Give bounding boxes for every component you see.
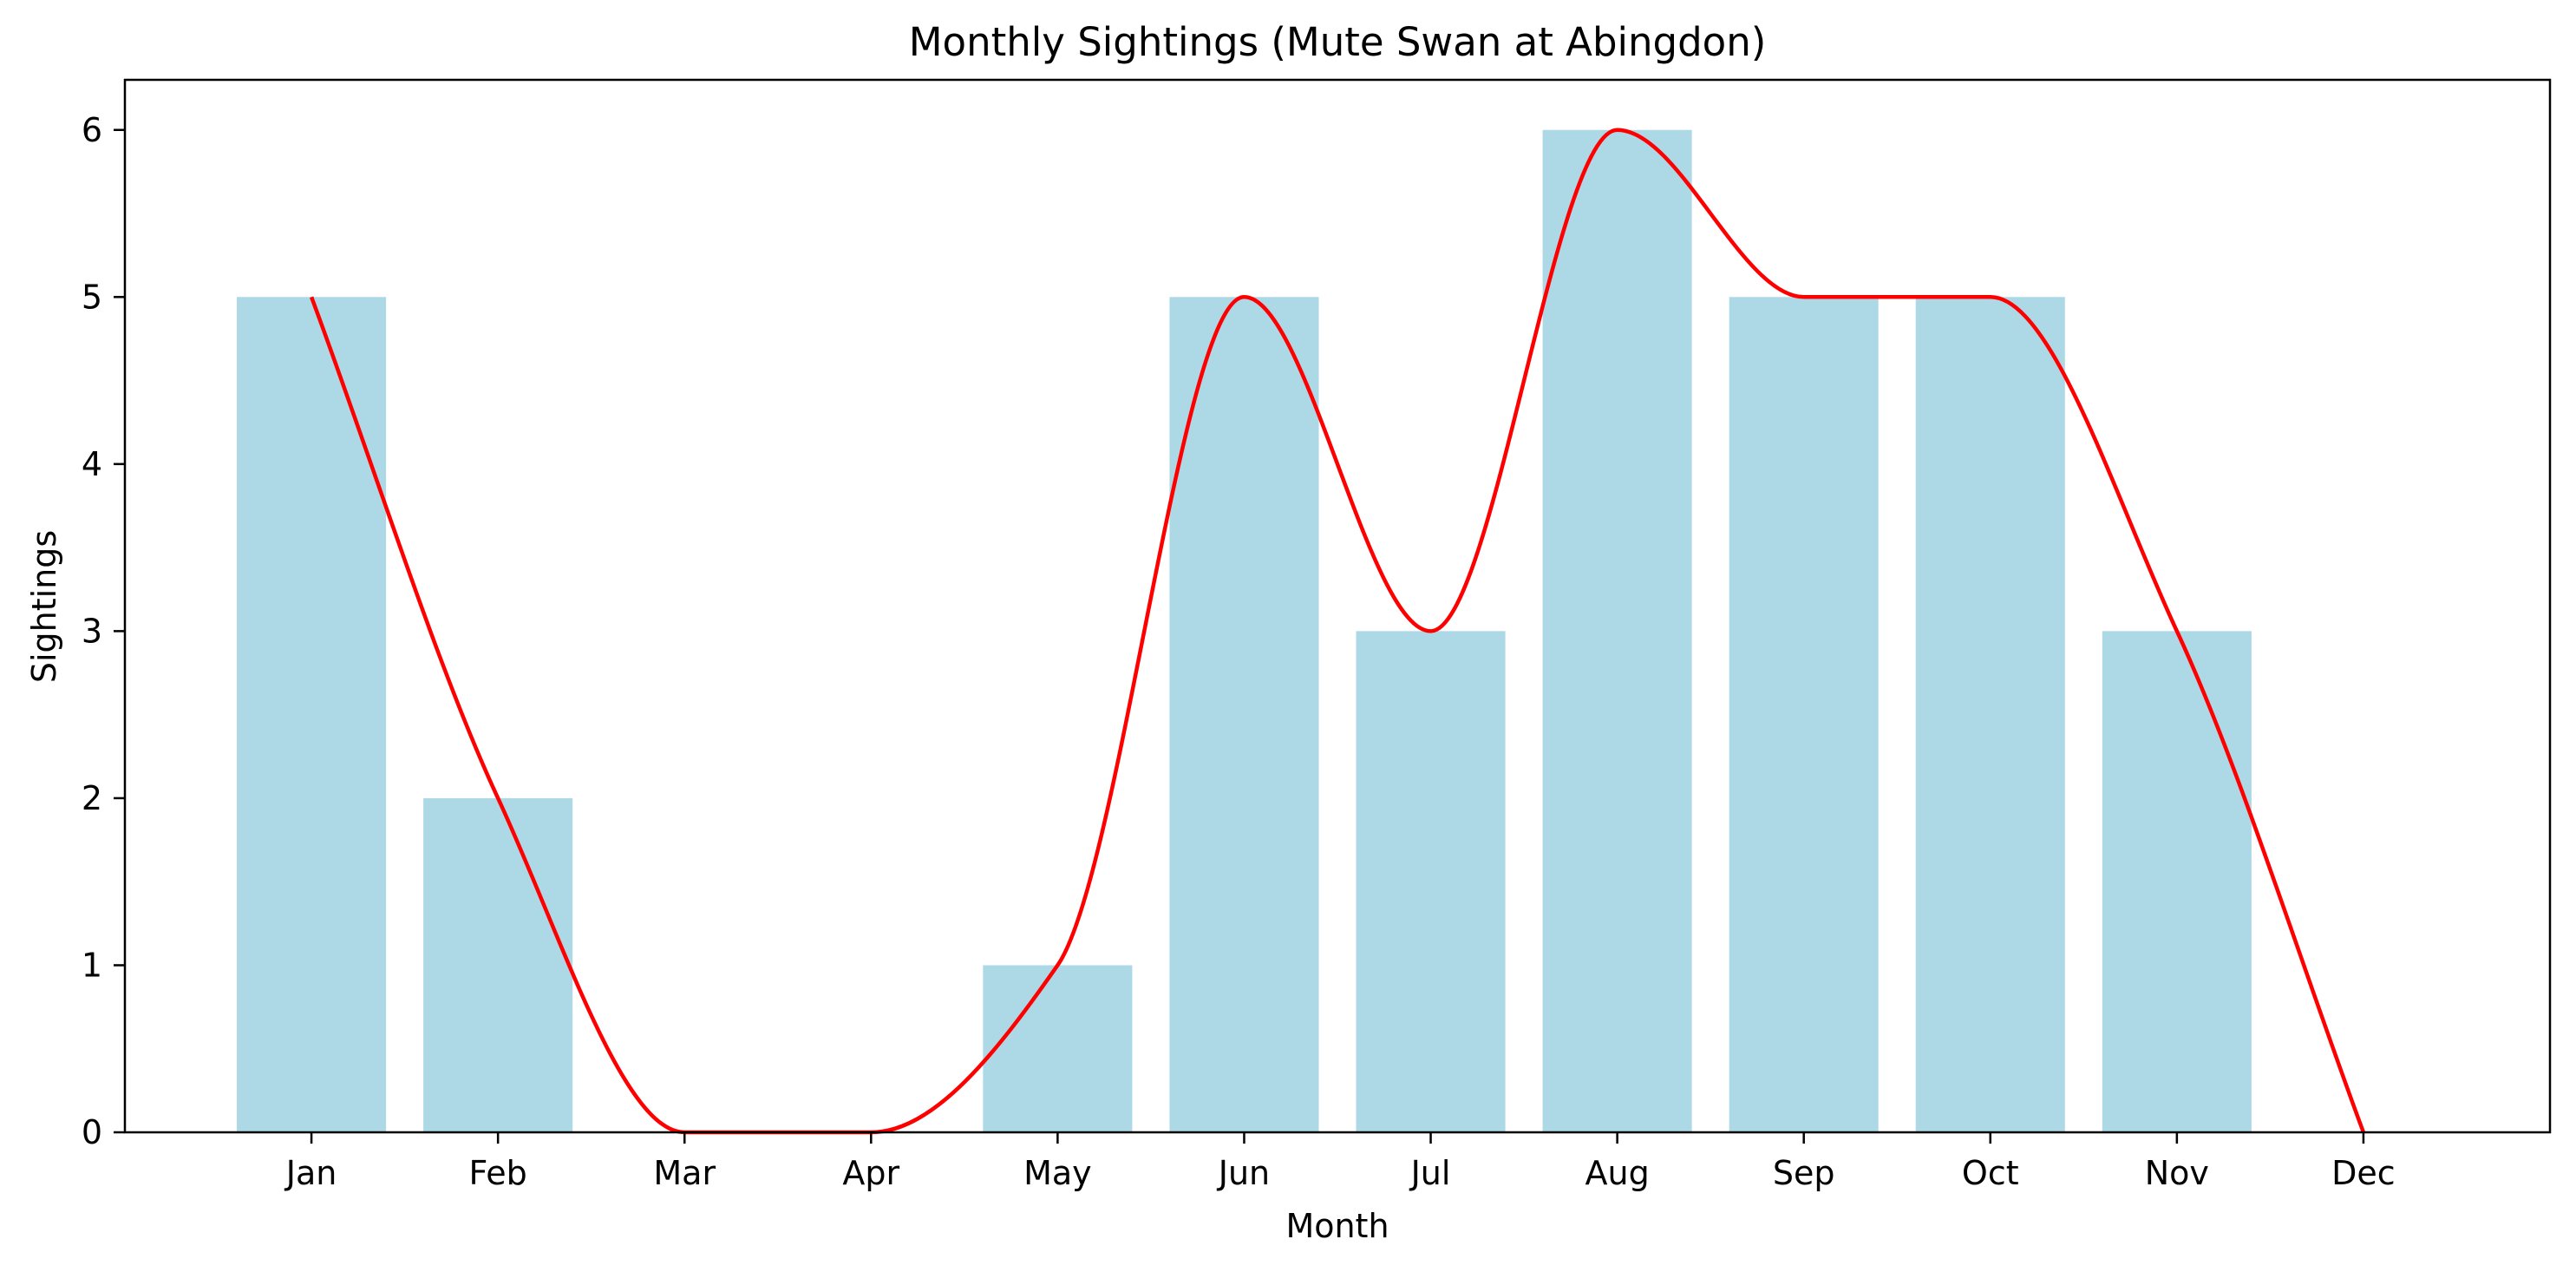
bar-oct [1915, 297, 2065, 1132]
x-axis-label: Month [1285, 1207, 1389, 1245]
x-tick-label: Feb [469, 1154, 527, 1192]
x-tick-label: Mar [653, 1154, 716, 1192]
bar-jul [1356, 631, 1506, 1132]
y-axis: 0 1 2 3 4 5 6 [82, 111, 125, 1151]
y-tick-label: 3 [82, 612, 102, 650]
bar-jan [237, 297, 387, 1132]
y-tick-label: 1 [82, 946, 102, 984]
trend-line [309, 128, 2366, 1135]
plot-frame [123, 78, 2552, 1134]
bar-jun [1169, 297, 1319, 1132]
x-tick-label: Oct [1962, 1154, 2019, 1192]
y-axis-label: Sightings [25, 530, 63, 683]
x-axis: Jan Feb Mar Apr May Jun Jul Aug Sep Oct Nov Dec [284, 1132, 2396, 1192]
y-tick-label: 4 [82, 445, 102, 483]
line-layer [309, 128, 2366, 1135]
bar-sep [1729, 297, 1879, 1132]
y-tick-label: 5 [82, 278, 102, 316]
x-tick-label: Jul [1409, 1154, 1451, 1192]
bars-layer [237, 129, 2252, 1132]
chart-title: Monthly Sightings (Mute Swan at Abingdon… [909, 19, 1767, 65]
x-tick-label: Jan [284, 1154, 337, 1192]
x-tick-label: Aug [1585, 1154, 1650, 1192]
x-tick-label: Sep [1773, 1154, 1835, 1192]
bar-feb [423, 797, 573, 1132]
x-tick-label: Nov [2145, 1154, 2209, 1192]
x-tick-label: Jun [1217, 1154, 1270, 1192]
y-tick-label: 2 [82, 779, 102, 817]
bar-aug [1542, 129, 1692, 1132]
x-tick-label: Dec [2331, 1154, 2396, 1192]
y-tick-label: 0 [82, 1113, 102, 1151]
bar-may [983, 965, 1133, 1132]
y-tick-label: 6 [82, 111, 102, 149]
x-tick-label: May [1023, 1154, 1092, 1192]
x-tick-label: Apr [842, 1154, 899, 1192]
bar-nov [2102, 631, 2252, 1132]
